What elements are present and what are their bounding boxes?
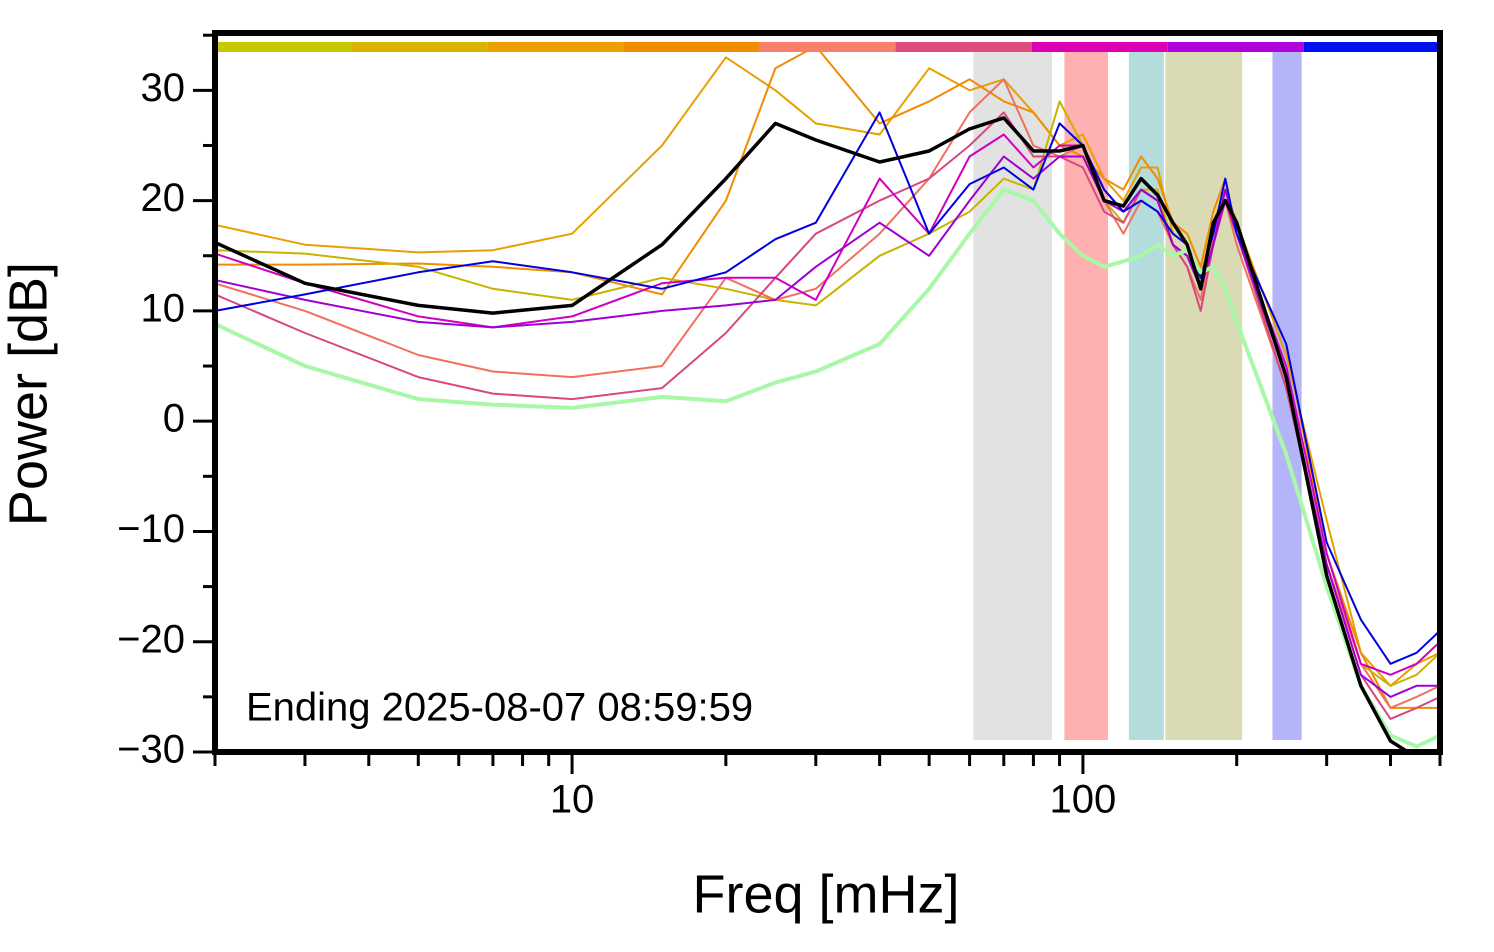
series-line: [215, 56, 1440, 687]
color-bar-segment: [215, 42, 352, 52]
color-bar: [215, 42, 1440, 52]
annotation: Ending 2025-08-07 08:59:59: [246, 686, 753, 730]
color-bar-segment: [623, 42, 760, 52]
color-bar-segment: [1167, 42, 1304, 52]
y-tick-label: −10: [117, 507, 185, 551]
color-bar-segment: [487, 42, 624, 52]
band: [1064, 52, 1109, 740]
x-axis-title: Freq [mHz]: [692, 864, 959, 924]
band: [1165, 52, 1243, 740]
color-bar-segment: [1303, 42, 1440, 52]
band: [973, 52, 1053, 740]
axes: −30 −20 −10 0 10 20 30 10 100: [117, 33, 1442, 822]
series-line: [215, 111, 1440, 720]
series-line: [215, 187, 1440, 749]
x-tick-label: 10: [550, 778, 595, 822]
series-line: [215, 111, 1440, 665]
series-line: [215, 116, 1412, 752]
y-tick-label: 20: [141, 176, 186, 220]
series-line: [215, 155, 1440, 698]
band: [1128, 52, 1164, 740]
y-axis-title: Power [dB]: [0, 262, 58, 526]
y-tick-label: 10: [141, 286, 186, 330]
color-bar-segment: [759, 42, 896, 52]
series-line: [215, 133, 1440, 676]
y-tick-label: −30: [117, 728, 185, 772]
color-bar-segment: [1031, 42, 1168, 52]
x-tick-label: 100: [1050, 778, 1117, 822]
color-bar-segment: [895, 42, 1032, 52]
y-tick-label: −20: [117, 617, 185, 661]
y-tick-label: 30: [141, 66, 186, 110]
color-bar-segment: [351, 42, 488, 52]
lines: [215, 45, 1440, 752]
y-tick-label: 0: [163, 397, 185, 441]
plot-frame: [212, 30, 1443, 755]
